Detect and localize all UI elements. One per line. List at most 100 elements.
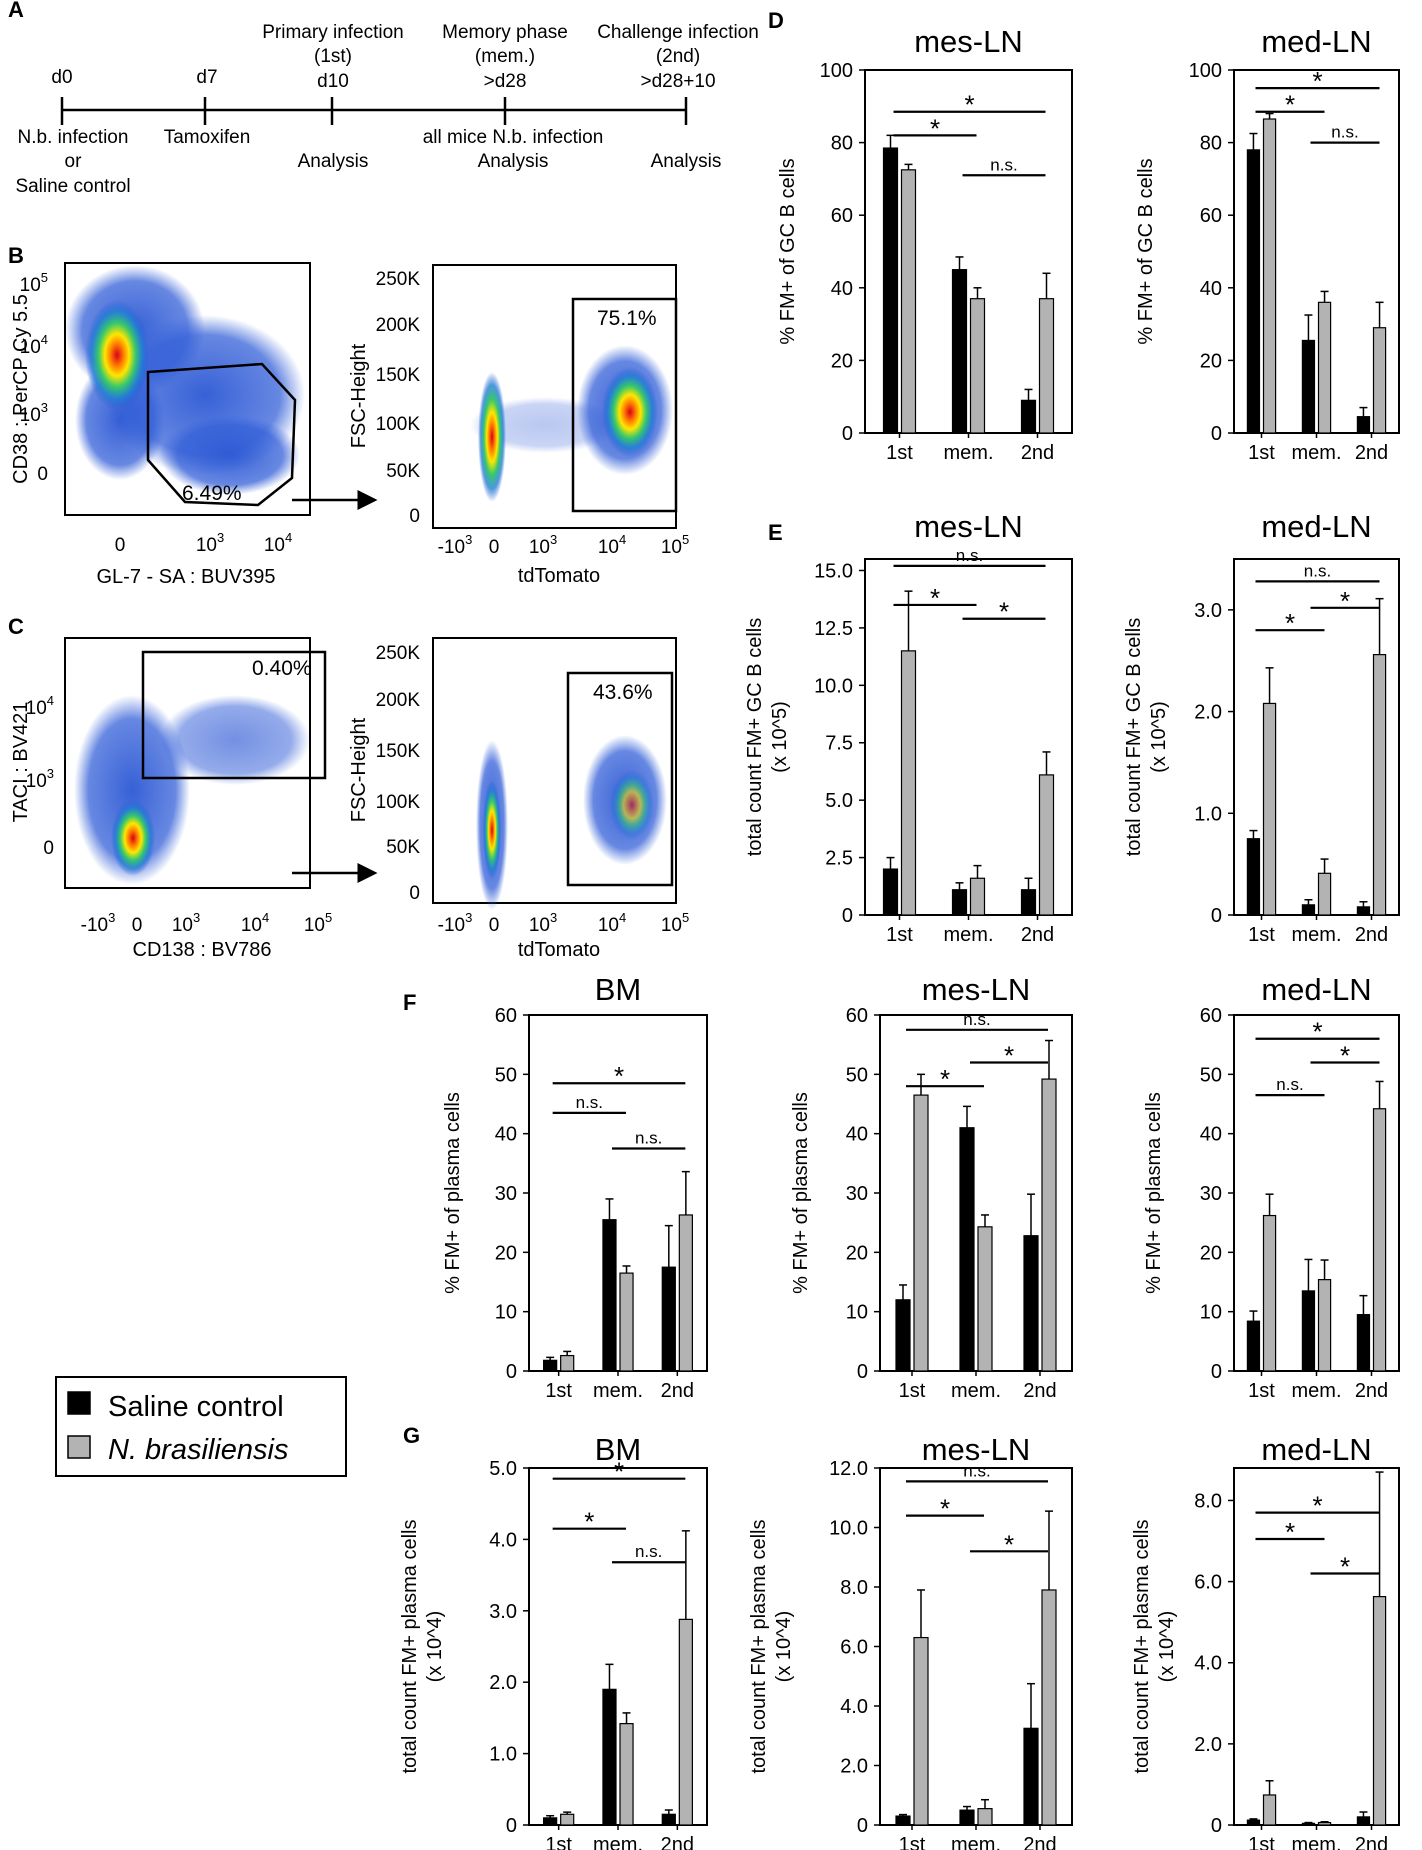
y-tick-label: 20 <box>1200 1242 1222 1264</box>
x-tick: 104 <box>598 910 626 936</box>
bar-nb <box>969 877 986 916</box>
y-tick-label: 100 <box>820 60 853 82</box>
gate-percent: 6.49% <box>182 482 242 505</box>
y-tick-label: 10 <box>495 1302 517 1324</box>
x-tick: -103 <box>438 532 473 558</box>
bar-nb <box>1372 654 1387 916</box>
bar-chart-d-med-ln: med-LN 0 20 40 60 80 100 % FM+ of GC B cells 1st… <box>1135 24 1400 464</box>
y-tick-label: 30 <box>495 1183 517 1205</box>
panel-label-a: A <box>8 0 24 22</box>
bar-nb <box>1317 301 1332 434</box>
plot-frame <box>1233 1014 1400 1372</box>
plot-frame <box>1233 558 1400 916</box>
legend-swatch-nb <box>67 1435 91 1459</box>
x-tick-label: 1st <box>899 1380 926 1402</box>
y-tick: 105 <box>20 270 48 296</box>
bar-saline <box>543 1817 558 1826</box>
y-tick-label: 0 <box>842 905 853 927</box>
y-tick-label: 15.0 <box>814 560 853 582</box>
bar-saline <box>951 269 968 434</box>
significance-ns: n.s. <box>635 1542 662 1561</box>
bar-chart-f-mes-ln: mes-LN 0 10 20 30 40 50 60 % FM+ of plasma cells… <box>790 972 1073 1402</box>
y-tick-label: 3.0 <box>1194 600 1222 622</box>
x-tick-label: 2nd <box>1023 1380 1056 1402</box>
bar-nb <box>678 1214 693 1372</box>
x-tick: 103 <box>196 530 224 556</box>
y-tick: 50K <box>386 461 420 482</box>
y-tick-label: 0 <box>506 1815 517 1837</box>
legend-swatch-saline <box>67 1391 91 1415</box>
bar-nb <box>1041 1078 1057 1372</box>
bar-nb <box>1038 298 1055 434</box>
bar-chart-e-mes-ln: mes-LN 0 2.5 5.0 7.5 10.0 12.5 15.0 total count … <box>744 509 1073 946</box>
significance-star: * <box>999 597 1009 627</box>
y-axis-label: CD38 : PerCP Cy 5.5 <box>10 294 32 484</box>
x-tick-label: 1st <box>545 1380 572 1402</box>
density-hotspot <box>111 800 155 876</box>
y-tick-label: 10.0 <box>814 675 853 697</box>
bar-saline <box>543 1359 558 1372</box>
flow-plot-b-right: 75.1% 250K 200K 150K 100K 50K 0 -103 0 1… <box>348 264 689 587</box>
gate-percent: 75.1% <box>597 307 657 330</box>
significance-star: * <box>930 113 940 143</box>
bar-saline <box>1356 1816 1371 1826</box>
bar-saline <box>1246 1320 1261 1372</box>
significance-star: * <box>584 1507 594 1537</box>
y-tick: 250K <box>376 643 421 664</box>
bar-saline <box>1246 838 1261 916</box>
bar-nb <box>619 1723 634 1826</box>
significance-star: * <box>940 1064 950 1094</box>
x-tick-label: 2nd <box>1021 442 1054 464</box>
x-tick: 0 <box>489 915 500 936</box>
y-tick-label: 5.0 <box>489 1458 517 1480</box>
bar-nb <box>1262 1794 1277 1826</box>
flow-plot-c-left: 0.40% 104 103 0 -103 0 103 104 105 CD138… <box>10 637 332 961</box>
x-tick-label: mem. <box>593 1834 643 1850</box>
x-tick: 103 <box>529 532 557 558</box>
x-tick-label: mem. <box>944 924 994 946</box>
bar-saline <box>951 889 968 916</box>
x-tick: 105 <box>661 910 689 936</box>
bar-saline <box>602 1219 617 1372</box>
bar-chart-f-bm: BM 0 10 20 30 40 50 60 % FM+ of plasma cells 1st m… <box>442 972 708 1402</box>
gate-rectangle <box>141 650 327 780</box>
y-tick-label: 0 <box>1211 905 1222 927</box>
plot-frame <box>879 1467 1073 1826</box>
bar-saline <box>1356 906 1371 916</box>
significance-star: * <box>614 1061 624 1091</box>
y-tick-label: 6.0 <box>1194 1572 1222 1594</box>
significance-star: * <box>1285 1517 1295 1547</box>
y-tick-label: 60 <box>495 1005 517 1027</box>
y-tick-label: 4.0 <box>1194 1653 1222 1675</box>
chart-title: BM <box>595 1432 642 1467</box>
x-tick-label: 2nd <box>1023 1834 1056 1850</box>
timeline-phase: (2nd) <box>656 46 700 67</box>
bar-nb <box>678 1618 693 1826</box>
y-axis-label: % FM+ of GC B cells <box>1135 158 1157 344</box>
chart-title: mes-LN <box>922 972 1031 1007</box>
significance-star: * <box>1340 1551 1350 1581</box>
timeline-phase: Challenge infection <box>597 22 759 43</box>
x-tick-label: mem. <box>1292 924 1342 946</box>
bar-chart-g-bm: BM 0 1.0 2.0 3.0 4.0 5.0 total count FM+ plasma… <box>399 1432 708 1850</box>
y-tick-label: 60 <box>831 205 853 227</box>
bar-nb <box>1372 327 1387 434</box>
y-tick-label: 40 <box>1200 278 1222 300</box>
y-tick-label: 0 <box>1211 1815 1222 1837</box>
bar-saline <box>661 1813 676 1826</box>
y-tick-label: 0 <box>1211 1361 1222 1383</box>
x-tick-label: mem. <box>593 1380 643 1402</box>
legend: Saline control N. brasiliensis <box>55 1376 347 1477</box>
significance-star: * <box>930 583 940 613</box>
y-tick-label: 6.0 <box>840 1637 868 1659</box>
y-tick-label: 1.0 <box>1194 803 1222 825</box>
significance-star: * <box>1004 1040 1014 1070</box>
bar-nb <box>1372 1108 1387 1372</box>
bar-saline <box>1301 904 1316 916</box>
y-tick-label: 2.0 <box>489 1672 517 1694</box>
y-axis-label: total count FM+ plasma cells (x 10^4) <box>1131 1520 1178 1774</box>
significance-ns: n.s. <box>956 546 983 565</box>
bar-nb <box>1262 1214 1277 1372</box>
timeline-note: all mice N.b. infection <box>423 127 604 148</box>
panel-label-b: B <box>8 243 24 268</box>
